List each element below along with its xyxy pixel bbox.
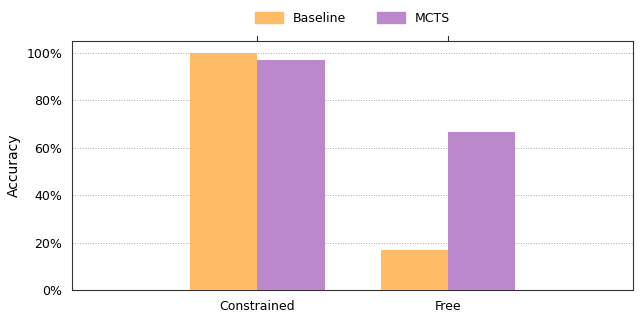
- Legend: Baseline, MCTS: Baseline, MCTS: [250, 7, 455, 30]
- Y-axis label: Accuracy: Accuracy: [7, 134, 21, 197]
- Bar: [381, 250, 448, 290]
- Bar: [448, 132, 515, 290]
- Bar: [190, 53, 257, 290]
- Bar: [257, 60, 324, 290]
